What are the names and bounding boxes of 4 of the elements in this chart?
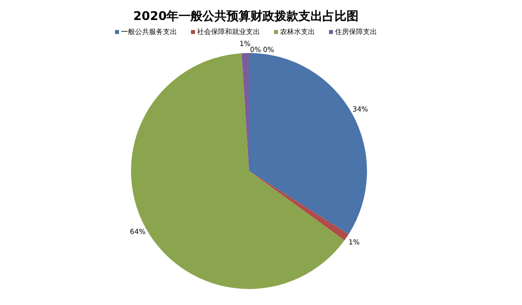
pie-slice [249, 53, 367, 234]
chart-title: 2020年一般公共预算财政拨款支出占比图 [132, 8, 360, 25]
pie-slice [131, 53, 344, 289]
pie-slice [249, 171, 349, 240]
